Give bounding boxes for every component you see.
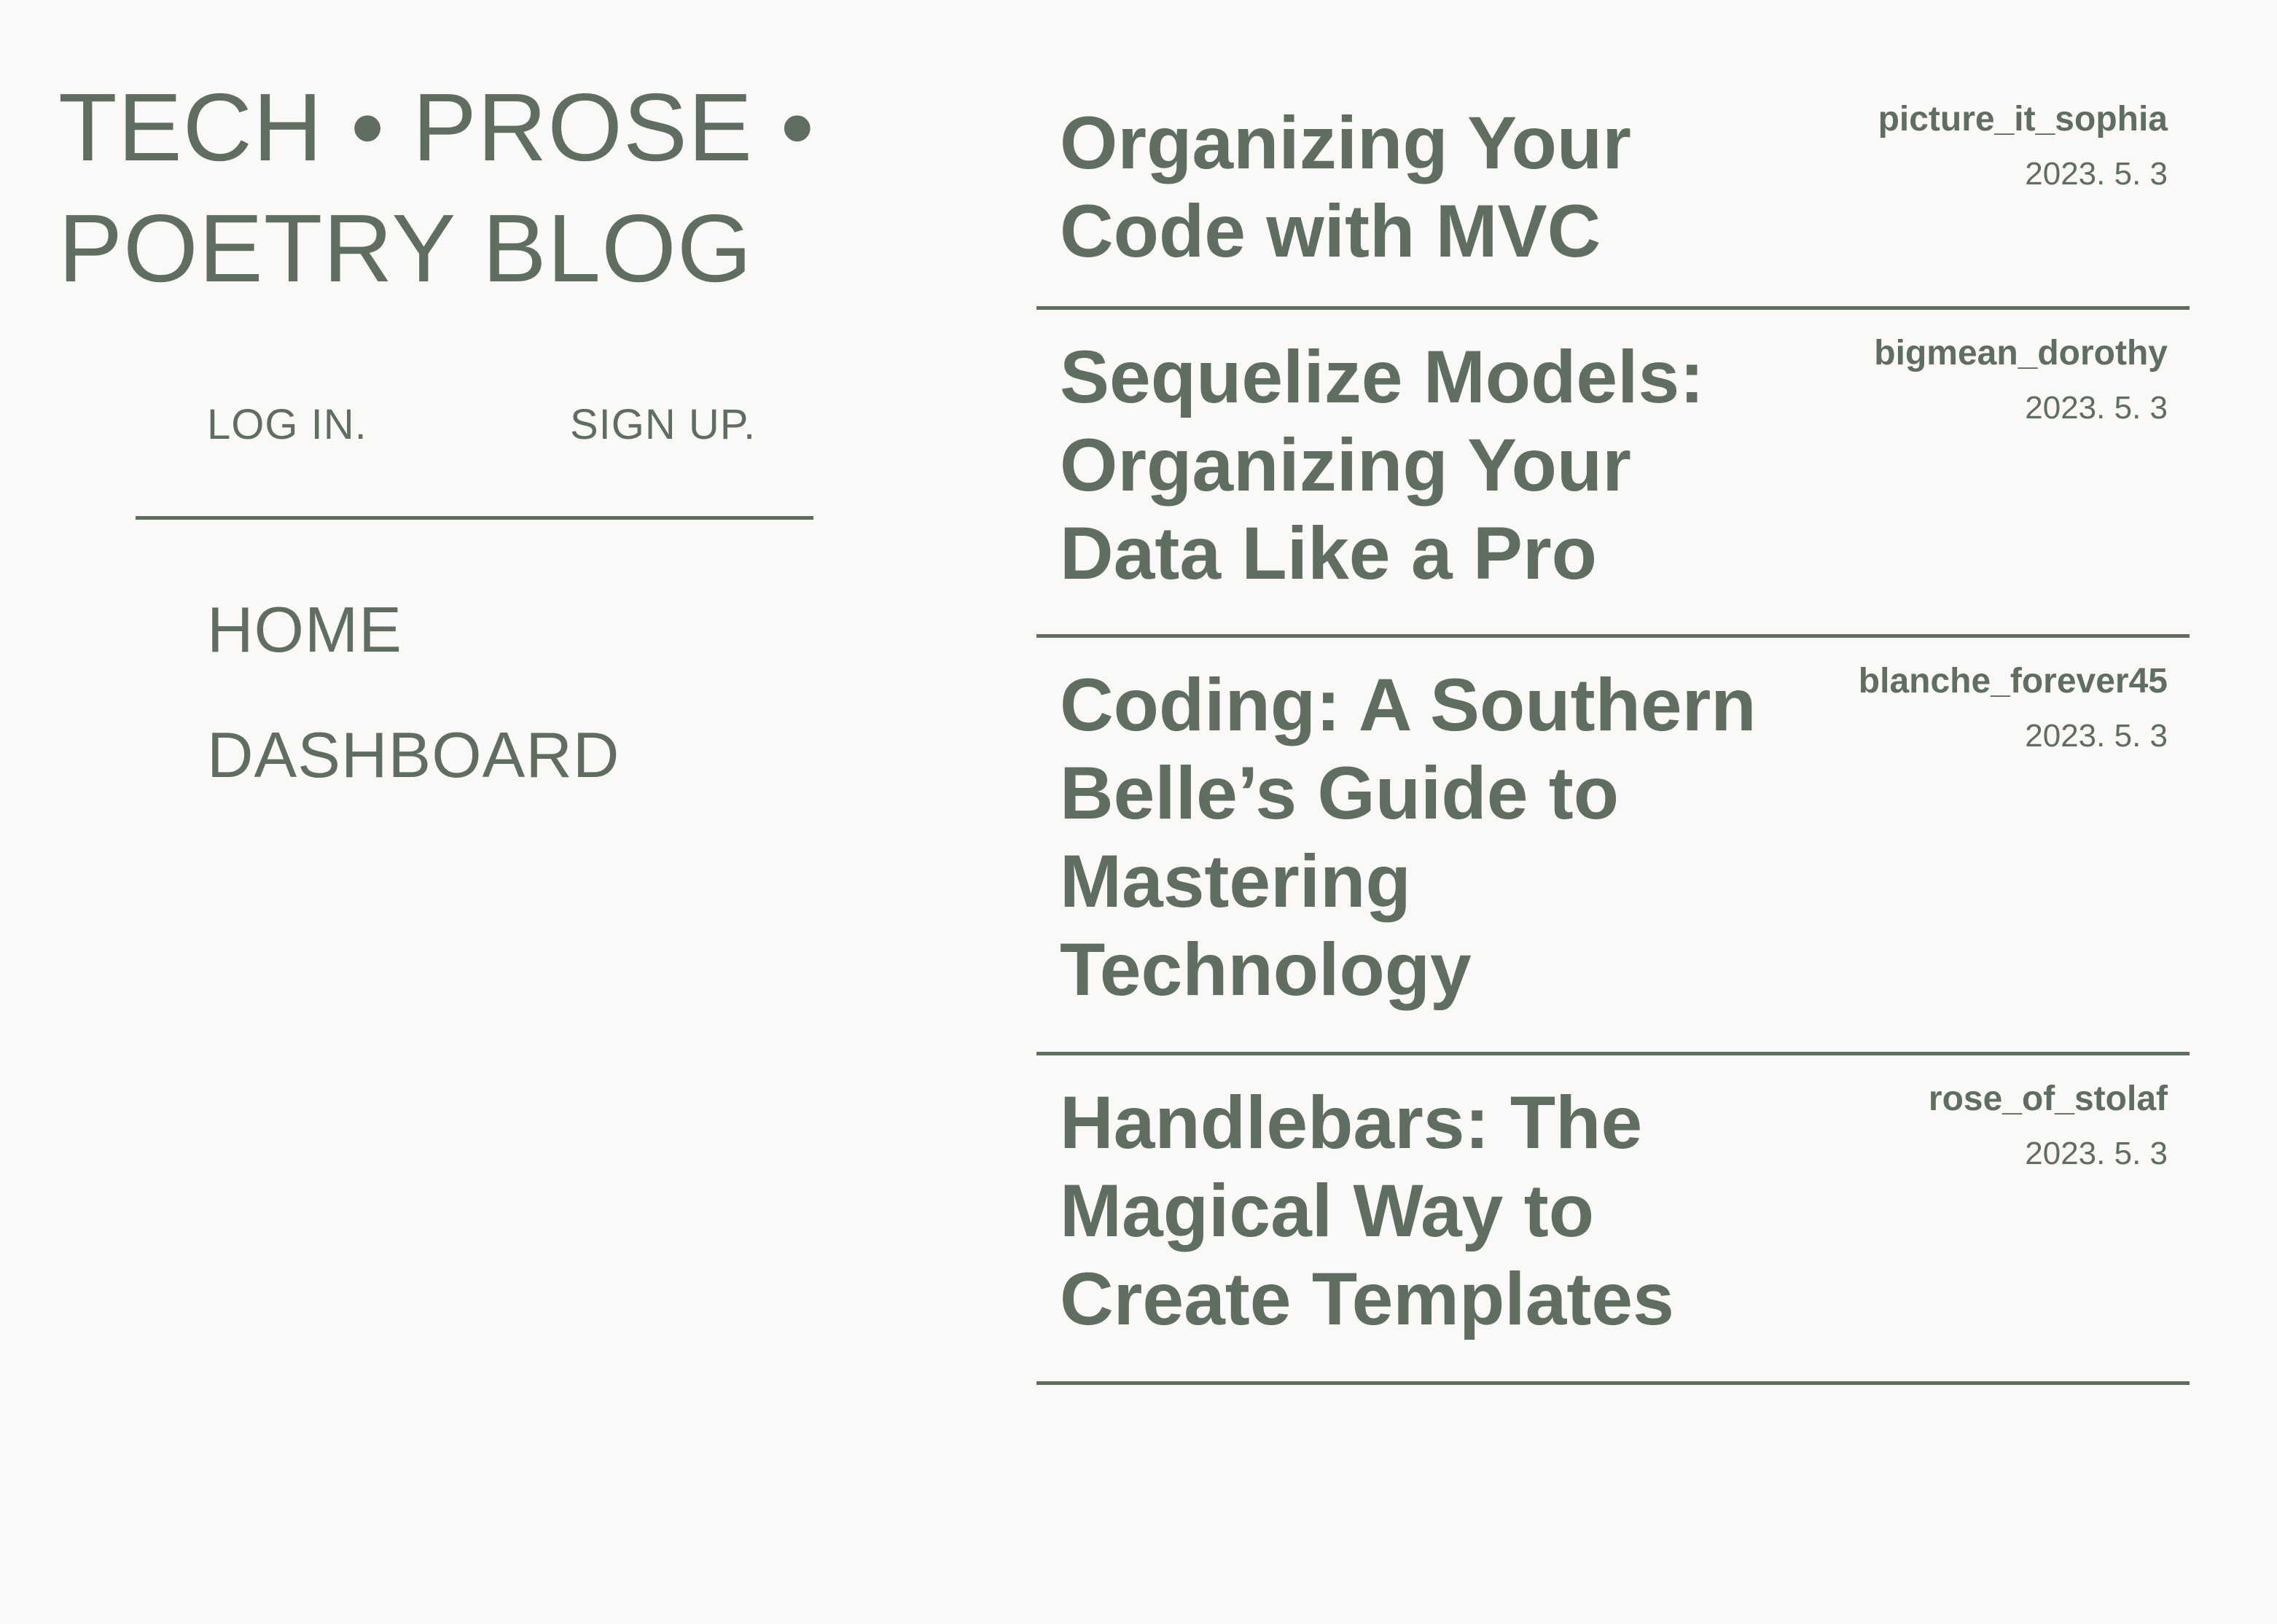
post-card[interactable]: Sequelize Models: Organizing Your Data L…: [1036, 310, 2190, 638]
post-author: blanche_forever45: [1858, 662, 2168, 700]
post-title[interactable]: Coding: A Southern Belle’s Guide to Mast…: [1060, 663, 1757, 1011]
sidebar: TECH • PROSE • POETRY BLOG LOG IN. SIGN …: [0, 0, 1020, 1624]
post-meta: blanche_forever45 2023. 5. 3: [1859, 660, 2168, 756]
site-title[interactable]: TECH • PROSE • POETRY BLOG: [58, 74, 815, 302]
post-card[interactable]: Handlebars: The Magical Way to Create Te…: [1036, 1055, 2190, 1385]
post-title[interactable]: Organizing Your Code with MVC: [1060, 101, 1631, 273]
post-author: bigmean_dorothy: [1874, 334, 2168, 372]
nav-dashboard-link[interactable]: DASHBOARD: [207, 719, 620, 791]
post-meta: rose_of_stolaf 2023. 5. 3: [1929, 1077, 2168, 1174]
post-list: Organizing Your Code with MVC picture_it…: [1036, 76, 2190, 1385]
post-author: rose_of_stolaf: [1928, 1080, 2168, 1118]
post-title[interactable]: Handlebars: The Magical Way to Create Te…: [1060, 1081, 1674, 1340]
post-card[interactable]: Organizing Your Code with MVC picture_it…: [1036, 76, 2190, 310]
post-meta: bigmean_dorothy 2023. 5. 3: [1874, 332, 2168, 428]
post-card[interactable]: Coding: A Southern Belle’s Guide to Mast…: [1036, 638, 2190, 1055]
post-date: 2023. 5. 3: [2025, 1136, 2168, 1171]
post-meta: picture_it_sophia 2023. 5. 3: [1878, 98, 2168, 194]
post-author: picture_it_sophia: [1878, 100, 2168, 138]
post-title[interactable]: Sequelize Models: Organizing Your Data L…: [1060, 335, 1705, 595]
sidebar-divider: [136, 516, 813, 520]
post-date: 2023. 5. 3: [2025, 390, 2168, 426]
signup-link[interactable]: SIGN UP.: [570, 401, 757, 448]
post-date: 2023. 5. 3: [2025, 156, 2168, 192]
nav-home-link[interactable]: HOME: [207, 593, 402, 665]
auth-links: LOG IN. SIGN UP.: [207, 399, 776, 450]
post-date: 2023. 5. 3: [2025, 718, 2168, 754]
login-link[interactable]: LOG IN.: [207, 401, 367, 448]
main-nav: HOME DASHBOARD: [207, 590, 834, 841]
